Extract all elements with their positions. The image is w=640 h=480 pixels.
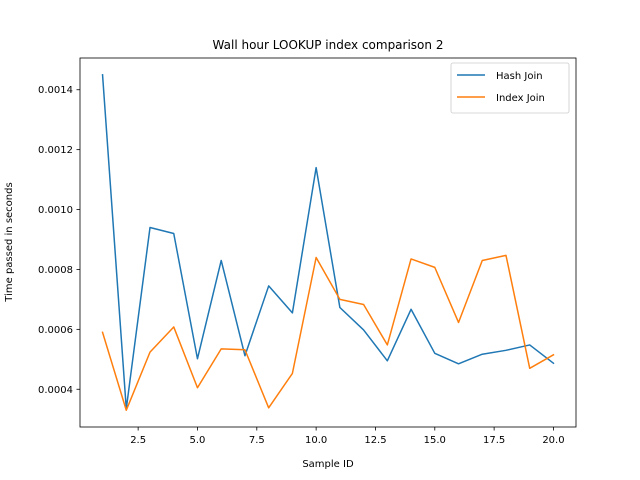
x-axis-label: Sample ID [302,459,354,470]
chart-title: Wall hour LOOKUP index comparison 2 [213,38,444,52]
x-tick-label: 5.0 [190,435,206,446]
y-tick-label: 0.0008 [38,265,73,276]
y-tick-label: 0.0014 [38,85,73,96]
y-tick-label: 0.0010 [38,205,73,216]
x-tick-label: 10.0 [305,435,327,446]
x-tick-label: 17.5 [483,435,505,446]
plot-area-frame [79,57,577,428]
y-axis-ticks: 0.0004 0.0006 0.0008 0.0010 0.0012 0.0014 [38,85,80,396]
x-tick-label: 20.0 [542,435,564,446]
x-axis-ticks: 2.5 5.0 7.5 10.0 12.5 15.0 17.5 20.0 [130,427,565,446]
y-axis-label: Time passed in seconds [4,182,15,302]
y-tick-label: 0.0012 [38,145,73,156]
legend: Hash Join Index Join [450,62,570,114]
legend-label-index-join: Index Join [496,93,545,104]
series-layer [101,73,555,411]
x-tick-label: 7.5 [249,435,265,446]
x-tick-label: 12.5 [364,435,386,446]
x-tick-label: 15.0 [424,435,446,446]
x-tick-label: 2.5 [130,435,146,446]
y-tick-label: 0.0004 [38,385,73,396]
series-line-hash-join [101,73,555,410]
legend-label-hash-join: Hash Join [496,71,543,82]
y-tick-label: 0.0006 [38,325,73,336]
series-line-index-join [101,254,555,411]
